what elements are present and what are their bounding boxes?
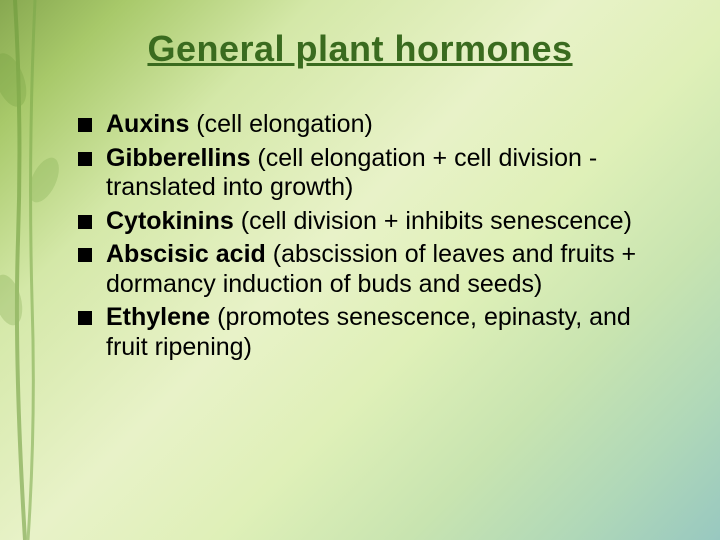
hormone-term: Ethylene: [106, 303, 210, 331]
list-item-text: Gibberellins (cell elongation + cell div…: [106, 144, 678, 203]
list-item: Ethylene (promotes senescence, epinasty,…: [78, 303, 678, 362]
hormone-term: Abscisic acid: [106, 240, 266, 268]
slide-title: General plant hormones: [0, 28, 720, 70]
list-item-text: Ethylene (promotes senescence, epinasty,…: [106, 303, 678, 362]
list-item: Abscisic acid (abscission of leaves and …: [78, 240, 678, 299]
list-item-text: Abscisic acid (abscission of leaves and …: [106, 240, 678, 299]
decorative-stem: [0, 0, 60, 540]
bullet-icon: [78, 118, 92, 132]
bullet-icon: [78, 152, 92, 166]
list-item-text: Auxins (cell elongation): [106, 110, 678, 140]
hormone-desc: (cell elongation): [189, 110, 372, 138]
list-item: Cytokinins (cell division + inhibits sen…: [78, 207, 678, 237]
hormone-term: Gibberellins: [106, 144, 250, 172]
list-item-text: Cytokinins (cell division + inhibits sen…: [106, 207, 678, 237]
list-item: Gibberellins (cell elongation + cell div…: [78, 144, 678, 203]
bullet-icon: [78, 311, 92, 325]
hormone-desc: (cell division + inhibits senescence): [234, 207, 632, 235]
bullet-icon: [78, 248, 92, 262]
bullet-icon: [78, 215, 92, 229]
slide: General plant hormones Auxins (cell elon…: [0, 0, 720, 540]
hormone-term: Cytokinins: [106, 207, 234, 235]
bullet-list: Auxins (cell elongation) Gibberellins (c…: [78, 110, 678, 366]
list-item: Auxins (cell elongation): [78, 110, 678, 140]
hormone-term: Auxins: [106, 110, 189, 138]
